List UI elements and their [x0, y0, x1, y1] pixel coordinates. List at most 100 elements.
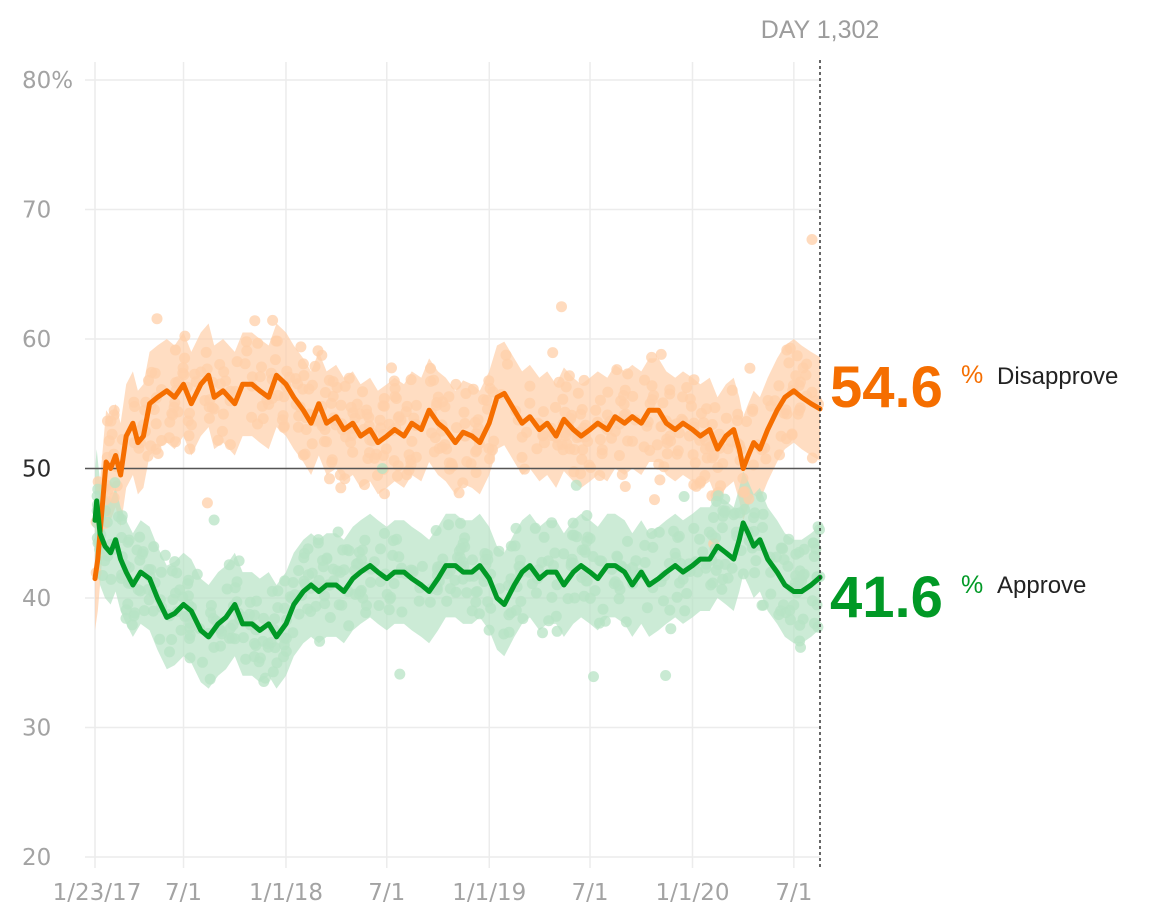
- approve-poll-dot: [514, 554, 526, 566]
- disapprove-poll-dot: [439, 401, 451, 413]
- disapprove-poll-dot: [339, 473, 351, 485]
- approve-poll-dot: [707, 577, 719, 589]
- approve-poll-dot: [562, 593, 574, 605]
- approve-poll-dot: [231, 576, 243, 588]
- disapprove-poll-dot: [324, 473, 335, 485]
- approve-poll-dot: [812, 621, 824, 633]
- approve-poll-dot: [109, 477, 121, 489]
- disapprove-poll-dot: [722, 443, 734, 455]
- disapprove-poll-dot: [715, 480, 726, 492]
- approve-poll-dot: [517, 613, 529, 625]
- approve-poll-dot: [599, 615, 611, 627]
- disapprove-poll-dot: [747, 403, 759, 415]
- disapprove-poll-dot: [622, 368, 634, 380]
- disapprove-poll-dot: [343, 372, 355, 384]
- y-tick-label: 20: [22, 845, 51, 871]
- disapprove-poll-dot: [326, 454, 338, 466]
- disapprove-poll-dot: [241, 345, 253, 357]
- disapprove-poll-dot: [461, 456, 473, 468]
- disapprove-poll-dot: [806, 452, 818, 464]
- approve-poll-dot: [306, 567, 318, 579]
- approve-poll-dot: [470, 596, 482, 608]
- disapprove-poll-dot: [557, 444, 569, 456]
- disapprove-poll-dot: [677, 391, 689, 403]
- approve-poll-dot: [756, 491, 767, 503]
- approve-poll-dot: [538, 531, 550, 543]
- approve-poll-dot: [609, 576, 621, 588]
- disapprove-poll-dot: [278, 421, 290, 433]
- disapprove-poll-dot: [622, 435, 634, 447]
- disapprove-poll-dot: [257, 413, 269, 425]
- approve-poll-dot: [250, 640, 262, 651]
- approve-poll-dot: [334, 566, 346, 578]
- disapprove-poll-dot: [383, 418, 395, 430]
- approve-poll-dot: [278, 651, 289, 663]
- approve-poll-dot: [105, 573, 117, 585]
- approve-poll-dot: [449, 574, 461, 586]
- disapprove-poll-dot: [357, 386, 368, 398]
- approve-poll-dot: [581, 510, 593, 521]
- disapprove-poll-dot: [425, 362, 436, 374]
- disapprove-poll-dot: [299, 448, 311, 460]
- approve-poll-dot: [293, 608, 305, 620]
- disapprove-poll-dot: [451, 422, 462, 434]
- approve-poll-dot: [251, 595, 262, 607]
- approve-poll-dot: [550, 610, 562, 622]
- disapprove-poll-dot: [709, 402, 721, 414]
- x-tick-label: 7/1: [165, 880, 202, 906]
- approve-poll-dot: [692, 566, 704, 578]
- approve-poll-dot: [757, 522, 768, 533]
- disapprove-poll-dot: [576, 404, 588, 415]
- disapprove-poll-dot: [556, 301, 567, 313]
- approve-poll-dot: [765, 588, 777, 600]
- disapprove-poll-dot: [278, 391, 290, 403]
- disapprove-poll-dot: [616, 469, 628, 480]
- disapprove-poll-dot: [108, 492, 120, 504]
- approve-poll-dot: [664, 604, 676, 616]
- approve-poll-dot: [169, 556, 181, 568]
- approve-poll-dot: [503, 626, 515, 638]
- x-tick-label: 7/1: [368, 880, 405, 906]
- approve-trend-line: [92, 498, 823, 640]
- approve-poll-dot: [653, 526, 665, 538]
- disapprove-poll-dot: [128, 396, 140, 408]
- approve-poll-dot: [770, 551, 782, 563]
- approve-poll-dot: [293, 565, 305, 576]
- approve-poll-dot: [120, 604, 132, 616]
- approve-poll-dot: [674, 577, 685, 589]
- disapprove-poll-dot: [687, 449, 699, 461]
- disapprove-poll-dot: [295, 341, 307, 353]
- disapprove-poll-dot: [271, 335, 283, 347]
- disapprove-poll-dot: [685, 400, 697, 412]
- disapprove-poll-dot: [133, 442, 145, 454]
- approve-poll-dot: [233, 555, 245, 567]
- approve-poll-dot: [537, 627, 548, 639]
- disapprove-poll-dot: [613, 450, 625, 461]
- disapprove-poll-dot: [169, 344, 181, 356]
- disapprove-poll-dot: [516, 451, 528, 463]
- approve-poll-dot: [570, 479, 582, 491]
- approve-poll-dot: [164, 646, 175, 658]
- disapprove-poll-dot: [152, 448, 164, 459]
- disapprove-poll-dot: [706, 452, 718, 464]
- disapprove-value: 54.6: [830, 355, 943, 420]
- approve-poll-dot: [224, 622, 236, 634]
- disapprove-poll-dot: [172, 406, 184, 418]
- approve-poll-dot: [182, 590, 194, 602]
- x-tick-label: 1/1/19: [452, 880, 526, 906]
- approve-poll-dot: [669, 547, 681, 559]
- approve-poll-dot: [298, 552, 310, 564]
- disapprove-poll-dot: [252, 337, 264, 349]
- approve-poll-dot: [798, 543, 810, 555]
- disapprove-poll-dot: [672, 445, 684, 457]
- disapprove-poll-dot: [246, 411, 258, 423]
- disapprove-poll-dot: [325, 397, 337, 409]
- approve-poll-dot: [97, 570, 109, 581]
- x-tick-label: 7/1: [572, 880, 609, 906]
- approve-poll-dot: [183, 574, 194, 586]
- disapprove-poll-dot: [590, 404, 602, 416]
- disapprove-poll-dot: [806, 234, 818, 245]
- approve-poll-dot: [737, 568, 749, 580]
- disapprove-poll-dot: [458, 406, 470, 418]
